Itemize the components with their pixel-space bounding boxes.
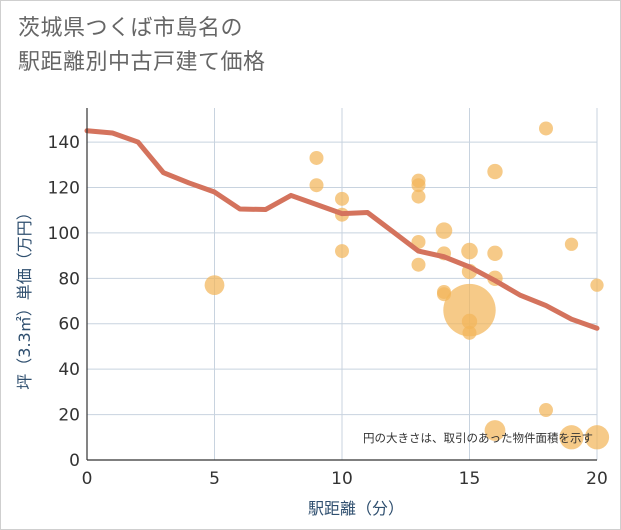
chart-title-line-1: 茨城県つくば市島名の: [18, 16, 244, 41]
x-tick-label-15: 15: [459, 469, 481, 489]
bubble-point-0: [204, 275, 225, 296]
bubble-point-26: [564, 237, 579, 251]
bubble-point-2: [309, 178, 324, 193]
x-tick-label-5: 5: [209, 469, 220, 489]
bubble-point-15: [461, 242, 478, 260]
bubble-point-21: [487, 245, 503, 262]
bubble-point-18: [461, 313, 478, 330]
bubble-point-28: [590, 278, 604, 292]
bubble-layer: [204, 121, 610, 450]
y-tick-label-80: 80: [58, 269, 80, 289]
bubble-point-25: [539, 403, 553, 418]
tick-labels: 0 20 40 60 80 100 120 140 0 5 10 15 20: [48, 133, 608, 489]
bubble-point-3: [335, 191, 349, 206]
trend-line-layer: [84, 128, 600, 331]
x-axis-label: 駅距離（分）: [308, 499, 404, 518]
bubble-point-10: [411, 257, 426, 272]
chart-title-line-2: 駅距離別中古戸建て価格: [18, 50, 266, 75]
bubble-point-19: [462, 325, 477, 340]
y-axis-label: 坪（3.3㎡）単価（万円）: [15, 204, 34, 389]
y-tick-label-0: 0: [69, 451, 80, 471]
bubble-point-20: [487, 163, 503, 180]
trend-line: [84, 128, 600, 331]
bubble-point-8: [411, 189, 426, 204]
y-tick-label-120: 120: [48, 178, 80, 198]
bubble-point-7: [411, 178, 426, 193]
bubble-point-11: [435, 222, 453, 239]
y-tick-label-60: 60: [58, 315, 80, 335]
grid-lines: [87, 108, 598, 460]
x-tick-label-0: 0: [82, 469, 93, 489]
y-tick-label-140: 140: [48, 133, 80, 153]
axes: [86, 108, 597, 461]
bubble-point-17: [443, 283, 496, 337]
bubble-point-23: [484, 420, 506, 441]
y-tick-label-40: 40: [58, 360, 80, 380]
chart-title: 茨城県つくば市島名の 駅距離別中古戸建て価格: [18, 12, 266, 80]
x-tick-label-10: 10: [331, 469, 353, 489]
bubble-point-27: [559, 425, 584, 450]
size-note: 円の大きさは、取引のあった物件面積を示す: [363, 431, 593, 445]
bubble-point-5: [335, 244, 349, 259]
bubble-point-29: [584, 425, 610, 450]
y-tick-label-20: 20: [58, 406, 80, 426]
bubble-point-24: [539, 121, 553, 136]
bubble-point-1: [309, 150, 324, 165]
x-tick-label-20: 20: [586, 469, 608, 489]
y-tick-label-100: 100: [48, 224, 80, 244]
